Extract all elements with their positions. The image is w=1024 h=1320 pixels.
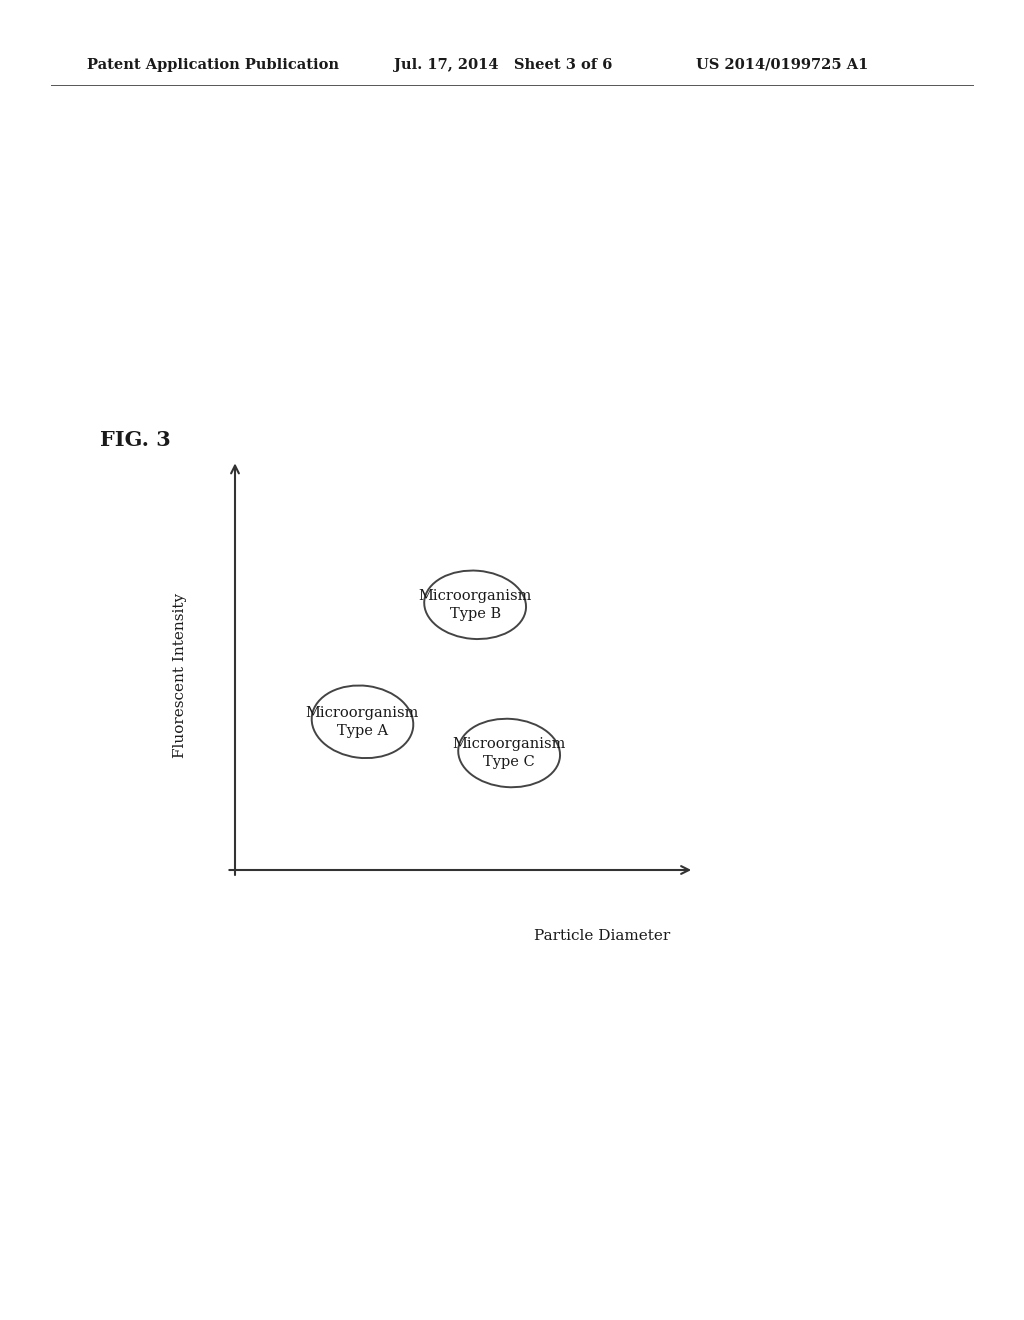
Text: Microorganism
Type B: Microorganism Type B bbox=[419, 589, 531, 620]
Text: Microorganism
Type C: Microorganism Type C bbox=[453, 737, 566, 770]
Text: Jul. 17, 2014   Sheet 3 of 6: Jul. 17, 2014 Sheet 3 of 6 bbox=[394, 58, 612, 73]
Text: Fluorescent Intensity: Fluorescent Intensity bbox=[173, 593, 186, 758]
Text: Microorganism
Type A: Microorganism Type A bbox=[306, 706, 419, 738]
Text: US 2014/0199725 A1: US 2014/0199725 A1 bbox=[696, 58, 868, 73]
Text: Particle Diameter: Particle Diameter bbox=[534, 929, 671, 944]
Text: Patent Application Publication: Patent Application Publication bbox=[87, 58, 339, 73]
Text: FIG. 3: FIG. 3 bbox=[100, 430, 171, 450]
